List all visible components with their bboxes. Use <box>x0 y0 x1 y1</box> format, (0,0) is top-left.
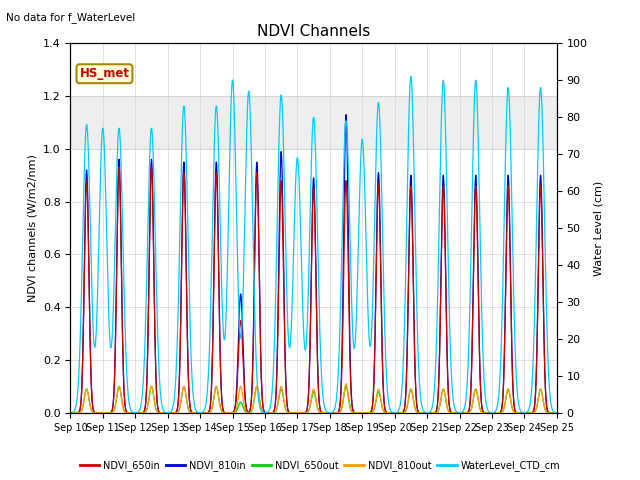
Title: NDVI Channels: NDVI Channels <box>257 24 370 39</box>
Text: HS_met: HS_met <box>79 67 129 80</box>
Legend: NDVI_650in, NDVI_810in, NDVI_650out, NDVI_810out, WaterLevel_CTD_cm: NDVI_650in, NDVI_810in, NDVI_650out, NDV… <box>76 456 564 475</box>
Text: No data for f_WaterLevel: No data for f_WaterLevel <box>6 12 136 23</box>
Y-axis label: Water Level (cm): Water Level (cm) <box>593 180 603 276</box>
Y-axis label: NDVI channels (W/m2/nm): NDVI channels (W/m2/nm) <box>28 154 37 302</box>
Bar <box>70 96 557 149</box>
